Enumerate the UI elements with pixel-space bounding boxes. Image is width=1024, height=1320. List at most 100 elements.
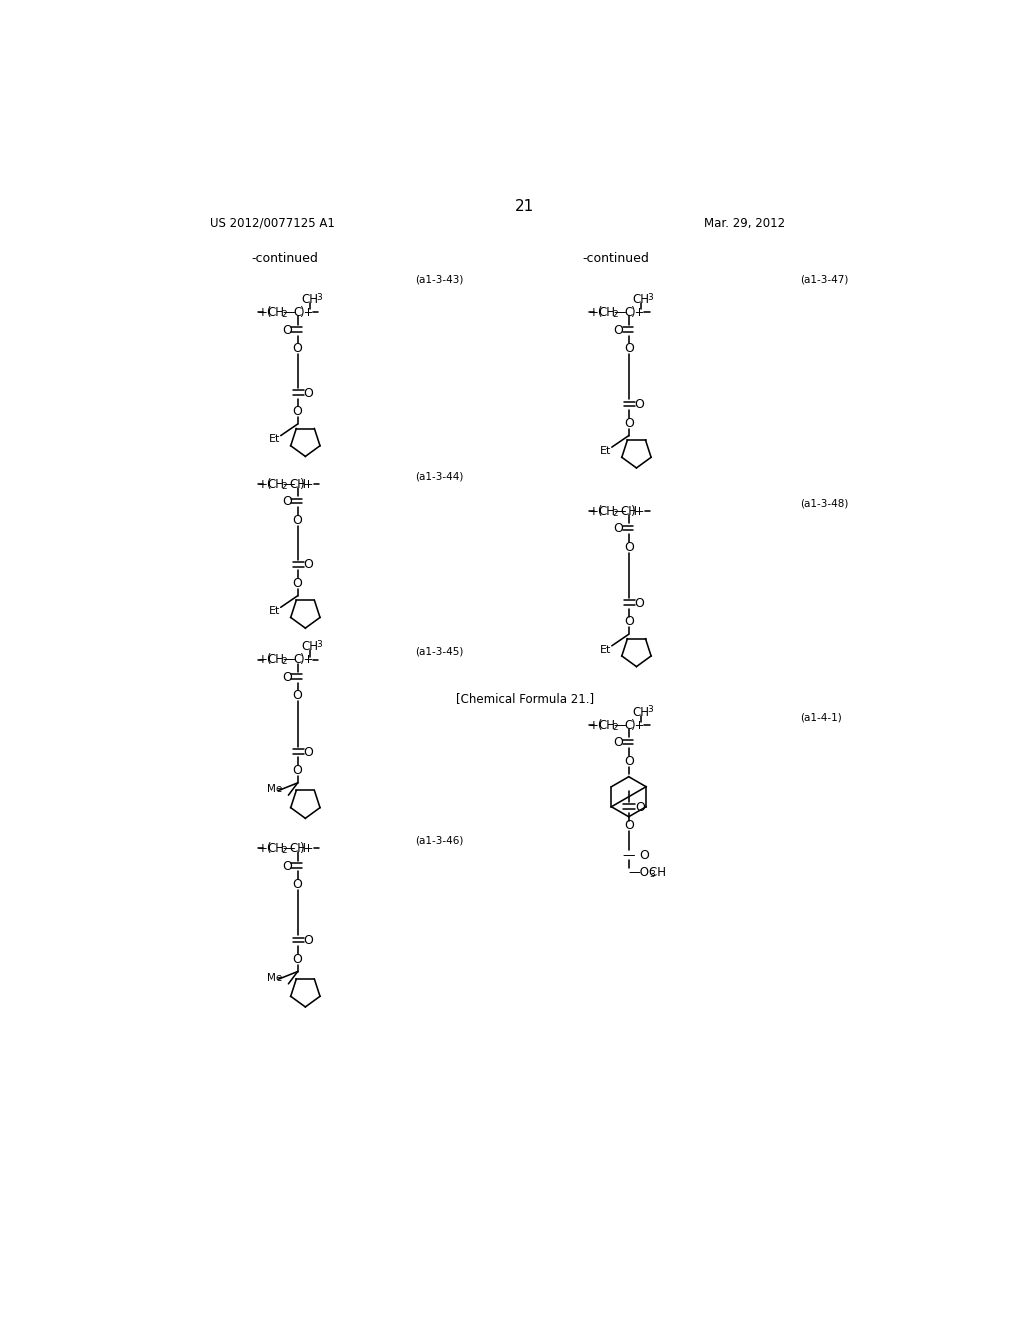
- Text: CH: CH: [301, 293, 318, 306]
- Text: C: C: [625, 718, 633, 731]
- Text: +(: +(: [589, 504, 603, 517]
- Text: +(: +(: [257, 842, 271, 855]
- Text: 2: 2: [282, 482, 288, 491]
- Text: 2: 2: [282, 657, 288, 667]
- Text: O: O: [293, 878, 302, 891]
- Text: O: O: [613, 523, 623, 536]
- Text: O: O: [303, 558, 313, 572]
- Text: Et: Et: [269, 434, 281, 445]
- Text: CH: CH: [267, 306, 285, 319]
- Text: O: O: [613, 737, 623, 750]
- Text: -continued: -continued: [583, 252, 649, 265]
- Text: O: O: [303, 935, 313, 948]
- Text: 3: 3: [316, 293, 323, 301]
- Text: —: —: [623, 849, 635, 862]
- Text: 3: 3: [649, 870, 654, 879]
- Text: O: O: [624, 615, 634, 628]
- Text: O: O: [624, 342, 634, 355]
- Text: +(: +(: [257, 653, 271, 667]
- Text: +(: +(: [257, 306, 271, 319]
- Text: )+: )+: [630, 718, 644, 731]
- Text: —: —: [283, 306, 295, 319]
- Text: O: O: [282, 495, 292, 508]
- Text: —: —: [283, 842, 295, 855]
- Text: O: O: [293, 577, 302, 590]
- Text: )+: )+: [630, 504, 644, 517]
- Text: CH: CH: [289, 478, 306, 491]
- Text: Et: Et: [600, 446, 611, 455]
- Text: O: O: [282, 671, 292, 684]
- Text: C: C: [625, 306, 633, 319]
- Text: (a1-4-1): (a1-4-1): [801, 713, 842, 722]
- Text: O: O: [624, 755, 634, 768]
- Text: O: O: [293, 689, 302, 702]
- Text: (a1-3-43): (a1-3-43): [416, 275, 464, 284]
- Text: O: O: [303, 387, 313, 400]
- Text: (a1-3-48): (a1-3-48): [801, 499, 849, 508]
- Text: )+: )+: [299, 653, 313, 667]
- Text: 3: 3: [647, 705, 653, 714]
- Text: CH: CH: [267, 478, 285, 491]
- Text: 2: 2: [612, 510, 618, 517]
- Text: —: —: [613, 504, 626, 517]
- Text: CH: CH: [267, 842, 285, 855]
- Text: CH: CH: [599, 306, 615, 319]
- Text: CH: CH: [621, 504, 637, 517]
- Text: +(: +(: [589, 718, 603, 731]
- Text: —: —: [613, 718, 626, 731]
- Text: (a1-3-45): (a1-3-45): [416, 647, 464, 657]
- Text: O: O: [282, 859, 292, 873]
- Text: O: O: [624, 417, 634, 430]
- Text: Et: Et: [269, 606, 281, 616]
- Text: O: O: [624, 820, 634, 833]
- Text: (a1-3-47): (a1-3-47): [801, 275, 849, 284]
- Text: Mar. 29, 2012: Mar. 29, 2012: [705, 216, 785, 230]
- Text: O: O: [293, 764, 302, 777]
- Text: 2: 2: [282, 846, 288, 855]
- Text: O: O: [613, 323, 623, 337]
- Text: (a1-3-44): (a1-3-44): [416, 471, 464, 482]
- Text: 2: 2: [282, 310, 288, 319]
- Text: +(: +(: [257, 478, 271, 491]
- Text: O: O: [639, 849, 649, 862]
- Text: C: C: [294, 653, 302, 667]
- Text: Et: Et: [600, 644, 611, 655]
- Text: —: —: [283, 653, 295, 667]
- Text: CH: CH: [267, 653, 285, 667]
- Text: CH: CH: [301, 640, 318, 653]
- Text: —OCH: —OCH: [629, 866, 667, 879]
- Text: O: O: [624, 541, 634, 554]
- Text: CH: CH: [633, 705, 649, 718]
- Text: Me: Me: [267, 784, 283, 795]
- Text: Me: Me: [267, 973, 283, 982]
- Text: CH: CH: [599, 504, 615, 517]
- Text: O: O: [635, 597, 644, 610]
- Text: O: O: [293, 953, 302, 966]
- Text: 2: 2: [612, 723, 618, 731]
- Text: O: O: [293, 513, 302, 527]
- Text: O: O: [635, 801, 645, 814]
- Text: [Chemical Formula 21.]: [Chemical Formula 21.]: [456, 692, 594, 705]
- Text: —: —: [283, 478, 295, 491]
- Text: (a1-3-46): (a1-3-46): [416, 836, 464, 846]
- Text: 21: 21: [515, 198, 535, 214]
- Text: 3: 3: [316, 640, 323, 648]
- Text: )+: )+: [630, 306, 644, 319]
- Text: CH: CH: [599, 718, 615, 731]
- Text: )+: )+: [299, 478, 313, 491]
- Text: )+: )+: [299, 842, 313, 855]
- Text: CH: CH: [289, 842, 306, 855]
- Text: CH: CH: [633, 293, 649, 306]
- Text: C: C: [294, 306, 302, 319]
- Text: O: O: [303, 746, 313, 759]
- Text: US 2012/0077125 A1: US 2012/0077125 A1: [210, 216, 335, 230]
- Text: 3: 3: [647, 293, 653, 301]
- Text: O: O: [635, 399, 644, 412]
- Text: O: O: [293, 342, 302, 355]
- Text: —: —: [613, 306, 626, 319]
- Text: O: O: [293, 405, 302, 418]
- Text: -continued: -continued: [251, 252, 318, 265]
- Text: )+: )+: [299, 306, 313, 319]
- Text: O: O: [282, 323, 292, 337]
- Text: +(: +(: [589, 306, 603, 319]
